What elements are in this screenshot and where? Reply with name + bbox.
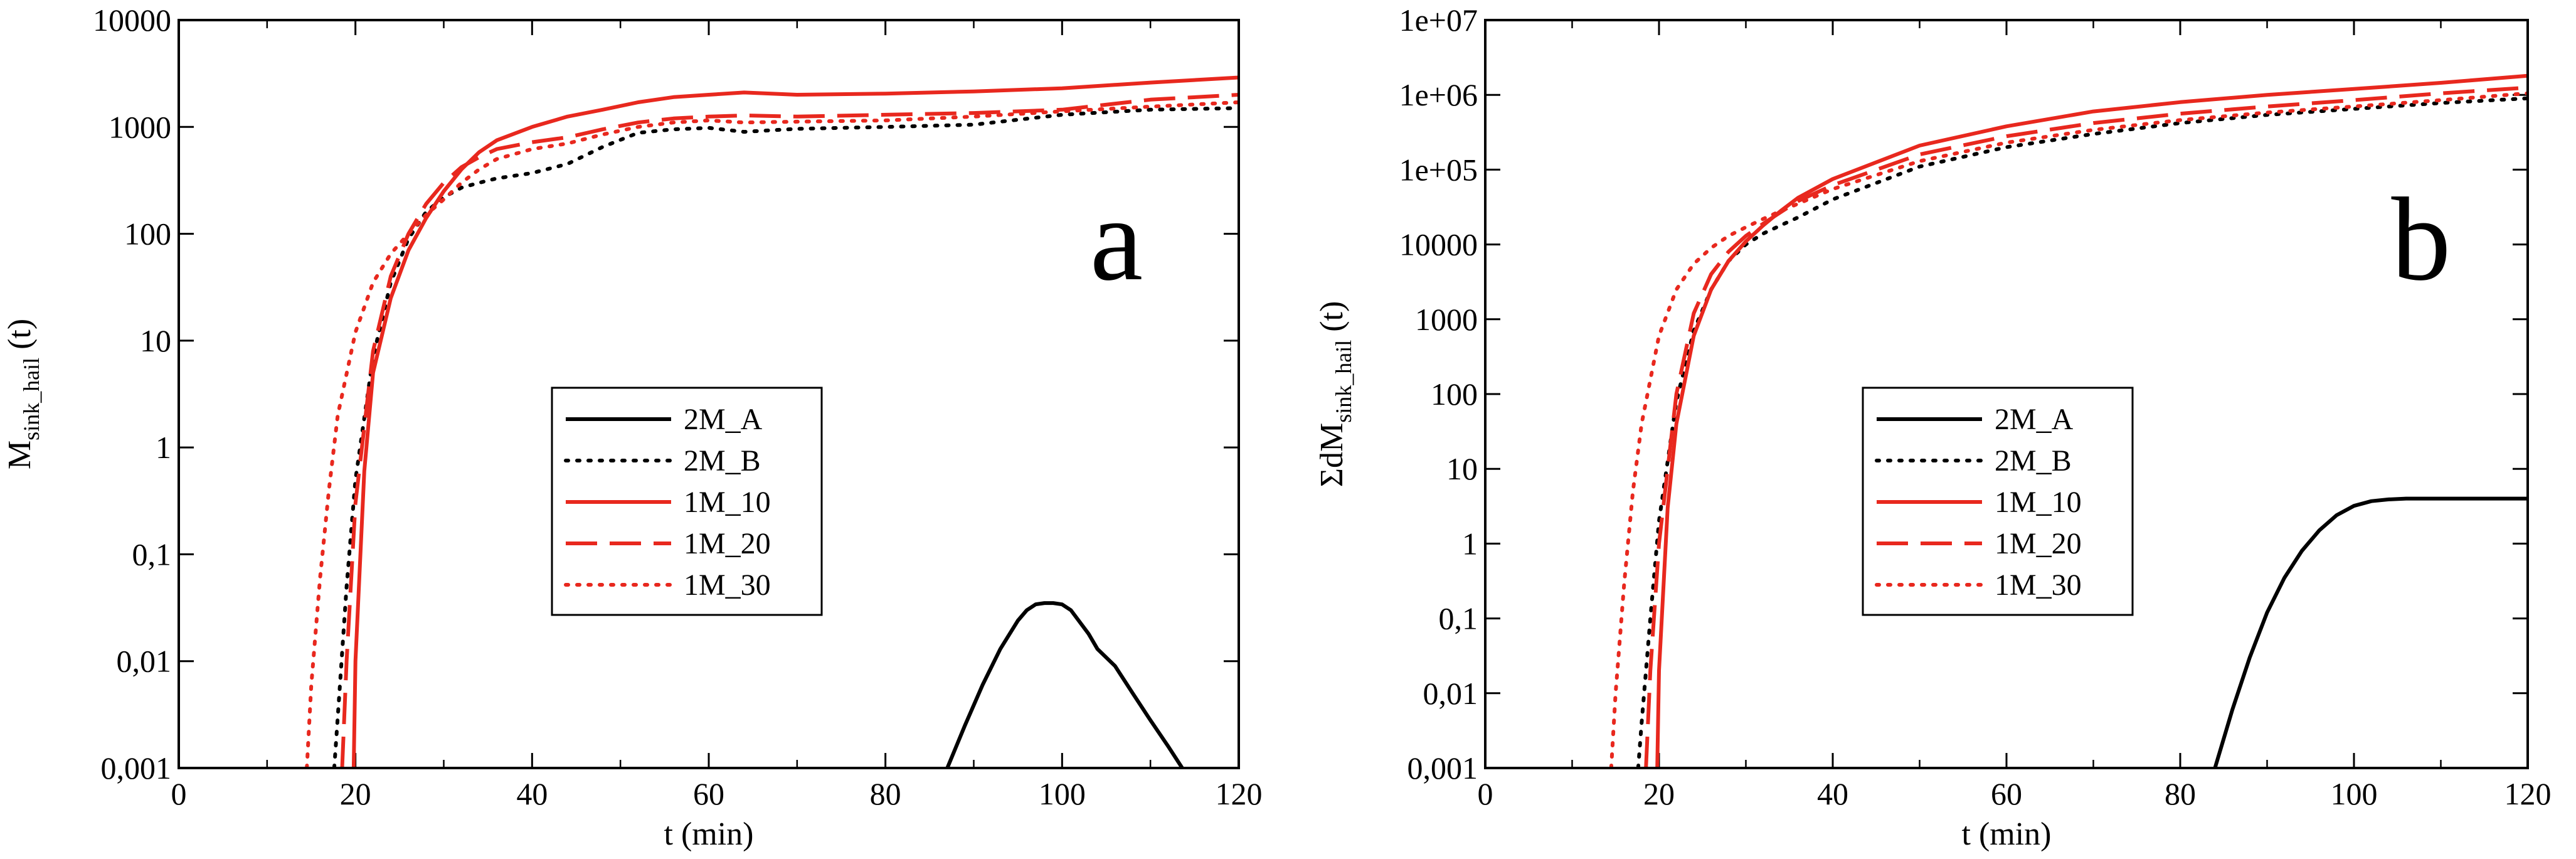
x-axis-label: t (min) xyxy=(664,816,754,852)
y-tick-label: 10000 xyxy=(1399,227,1478,262)
x-tick-label: 120 xyxy=(1216,776,1263,811)
legend-label: 1M_30 xyxy=(1995,568,2082,602)
x-tick-label: 60 xyxy=(693,776,724,811)
panel-label: b xyxy=(2392,174,2451,306)
y-tick-label: 100 xyxy=(1431,376,1478,412)
y-tick-label: 1000 xyxy=(109,109,171,144)
y-tick-label: 10000 xyxy=(93,3,171,38)
series-line-1m-10 xyxy=(351,75,1239,768)
legend-label: 1M_20 xyxy=(1995,527,2082,560)
series-line-1m-20 xyxy=(340,93,1239,768)
x-tick-label: 0 xyxy=(171,776,187,811)
legend-label: 1M_10 xyxy=(1995,486,2082,519)
y-axis-label: ΣdMsink_hail (t) xyxy=(1314,301,1356,488)
y-axis-label-unit: (t) xyxy=(1314,301,1350,340)
x-tick-label: 80 xyxy=(870,776,901,811)
legend-label: 1M_20 xyxy=(684,527,771,560)
series-line-1m-20 xyxy=(1644,85,2528,768)
series-line-2m-a xyxy=(2213,496,2528,768)
plot-frame xyxy=(1484,19,2529,769)
legend: 2M_A 2M_B 1M_10 1M_20 1M_30 xyxy=(551,387,823,616)
legend-label: 2M_A xyxy=(684,403,763,436)
y-axis-label-main: ΣdM xyxy=(1314,423,1350,488)
y-axis-label-main: M xyxy=(2,440,38,469)
y-axis-label-subscript: sink_hail xyxy=(1331,340,1356,423)
y-tick-label: 10 xyxy=(1446,451,1478,486)
x-tick-label: 20 xyxy=(1643,776,1675,811)
y-tick-label: 0,01 xyxy=(1423,676,1478,711)
y-tick-label: 1000 xyxy=(1415,302,1478,337)
panel-label: a xyxy=(1090,174,1143,306)
chart-panel-a: 0 20 40 60 80 100 120 0,001 0,01 0,1 1 10 100 1000 100… xyxy=(2,3,1263,852)
y-tick-label: 1 xyxy=(156,430,171,465)
x-tick-label: 40 xyxy=(1817,776,1848,811)
x-tick-label: 80 xyxy=(2165,776,2196,811)
chart-panel-b: 0 20 40 60 80 100 120 0,001 0,01 0,1 1 10 100 1000 100… xyxy=(1314,3,2552,852)
y-tick-label: 1 xyxy=(1462,526,1478,561)
x-tick-label: 0 xyxy=(1478,776,1493,811)
series-line-1m-30 xyxy=(305,100,1239,768)
x-tick-label: 120 xyxy=(2504,776,2552,811)
y-tick-label: 1e+05 xyxy=(1399,152,1478,187)
series-line-1m-10 xyxy=(1655,73,2528,768)
series-group xyxy=(1609,73,2528,768)
y-tick-label: 100 xyxy=(124,216,171,252)
y-tick-label: 0,001 xyxy=(1407,750,1478,786)
y-tick-label: 10 xyxy=(140,323,171,358)
x-tick-label: 20 xyxy=(340,776,371,811)
legend: 2M_A 2M_B 1M_10 1M_20 1M_30 xyxy=(1862,387,2134,616)
y-axis-label-unit: (t) xyxy=(2,319,38,358)
y-tick-label: 0,1 xyxy=(1439,601,1478,636)
legend-label: 2M_B xyxy=(1995,444,2072,478)
y-tick-label: 0,01 xyxy=(117,644,172,679)
x-tick-label: 40 xyxy=(516,776,548,811)
legend-label: 1M_10 xyxy=(684,486,771,519)
plot-frame xyxy=(178,19,1240,769)
y-axis-label-subscript: sink_hail xyxy=(19,358,44,440)
x-tick-label: 100 xyxy=(1039,776,1086,811)
x-axis-label: t (min) xyxy=(1962,816,2052,852)
y-tick-label: 1e+06 xyxy=(1399,77,1478,112)
y-tick-label: 1e+07 xyxy=(1399,3,1478,38)
x-tick-label: 100 xyxy=(2331,776,2378,811)
legend-label: 2M_B xyxy=(684,444,761,478)
y-axis-label: Msink_hail (t) xyxy=(2,319,44,469)
y-tick-label: 0,001 xyxy=(101,750,172,786)
x-tick-label: 60 xyxy=(1991,776,2022,811)
legend-label: 1M_30 xyxy=(684,568,771,602)
y-tick-label: 0,1 xyxy=(132,536,172,572)
series-group xyxy=(305,75,1239,768)
series-line-2m-a xyxy=(945,601,1184,768)
series-line-1m-30 xyxy=(1609,91,2528,768)
legend-label: 2M_A xyxy=(1995,403,2074,436)
